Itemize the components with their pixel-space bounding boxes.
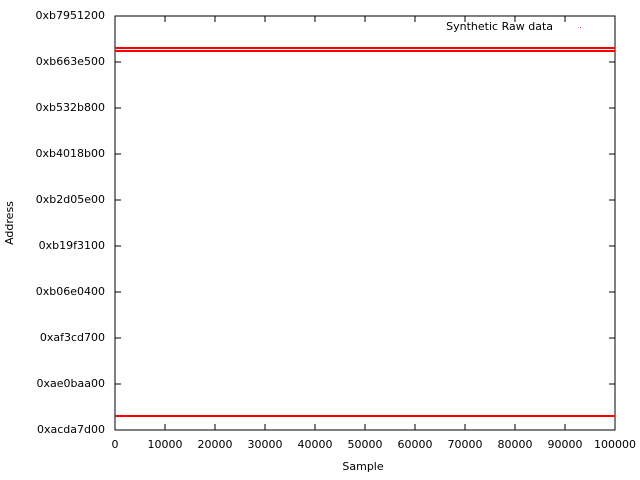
y-tick-label: 0xaf3cd700: [40, 331, 105, 344]
y-tick-label: 0xb2d05e00: [36, 193, 105, 206]
legend-marker: [580, 27, 581, 28]
y-tick-label: 0xae0baa00: [37, 377, 105, 390]
x-tick-label: 50000: [348, 438, 383, 451]
x-tick-label: 10000: [148, 438, 183, 451]
data-points: [115, 46, 615, 417]
x-tick-label: 30000: [248, 438, 283, 451]
y-tick-label: 0xb06e0400: [36, 285, 105, 298]
x-tick-label: 80000: [498, 438, 533, 451]
y-tick-label: 0xb4018b00: [36, 147, 105, 160]
x-tick-label: 40000: [298, 438, 333, 451]
x-tick-label: 60000: [398, 438, 433, 451]
y-tick-label: 0xb532b800: [36, 101, 105, 114]
y-axis-label: Address: [3, 201, 16, 245]
y-tick-label: 0xb7951200: [36, 9, 105, 22]
x-tick-label: 100000: [594, 438, 636, 451]
x-tick-label: 70000: [448, 438, 483, 451]
y-tick-label: 0xb19f3100: [39, 239, 105, 252]
legend-label: Synthetic Raw data: [446, 20, 553, 33]
y-tick-label: 0xb663e500: [36, 55, 105, 68]
x-axis-label: Sample: [342, 460, 383, 473]
plot-frame: [114, 15, 616, 431]
y-tick-label: 0xacda7d00: [37, 423, 105, 436]
x-tick-label: 90000: [548, 438, 583, 451]
x-tick-label: 20000: [198, 438, 233, 451]
x-tick-label: 0: [112, 438, 119, 451]
